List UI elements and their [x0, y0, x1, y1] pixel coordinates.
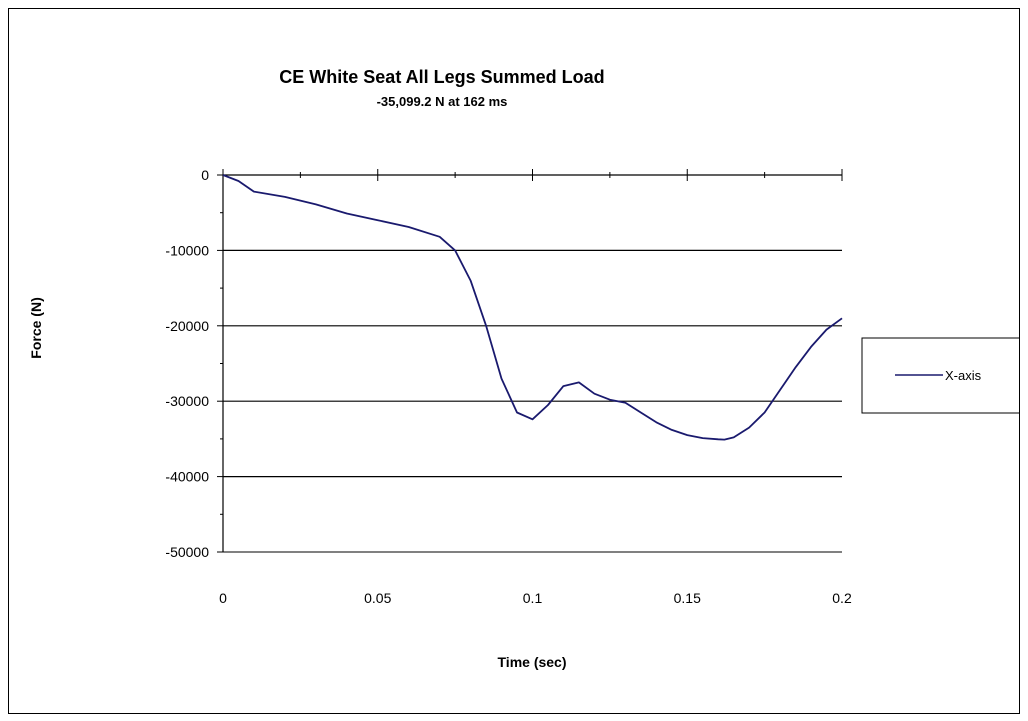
x-tick-label: 0 [219, 590, 227, 606]
series-group [222, 174, 843, 441]
y-tick-label: 0 [201, 167, 209, 183]
legend-label: X-axis [945, 368, 982, 383]
chart-frame: CE White Seat All Legs Summed Load -35,0… [8, 8, 1020, 714]
chart-title: CE White Seat All Legs Summed Load [279, 67, 604, 87]
y-tick-label: -20000 [165, 318, 209, 334]
chart-subtitle: -35,099.2 N at 162 ms [377, 94, 508, 109]
x-tick-label: 0.2 [832, 590, 852, 606]
axes [222, 174, 842, 552]
x-tick-label: 0.05 [364, 590, 391, 606]
gridlines [223, 249, 842, 553]
ticks: 0 -10000 -20000 -30000 -40000 -50000 0 0.05 0.1 0… [165, 167, 852, 606]
y-tick-label: -50000 [165, 544, 209, 560]
y-axis-title: Force (N) [28, 297, 44, 358]
x-tick-label: 0.15 [674, 590, 701, 606]
x-axis-title: Time (sec) [498, 654, 567, 670]
y-tick-label: -40000 [165, 469, 209, 485]
x-tick-label: 0.1 [523, 590, 543, 606]
legend: X-axis [861, 337, 1019, 414]
series-line-x-axis [222, 174, 843, 441]
y-tick-label: -30000 [165, 393, 209, 409]
chart: CE White Seat All Legs Summed Load -35,0… [28, 67, 1019, 670]
y-tick-label: -10000 [165, 242, 209, 258]
